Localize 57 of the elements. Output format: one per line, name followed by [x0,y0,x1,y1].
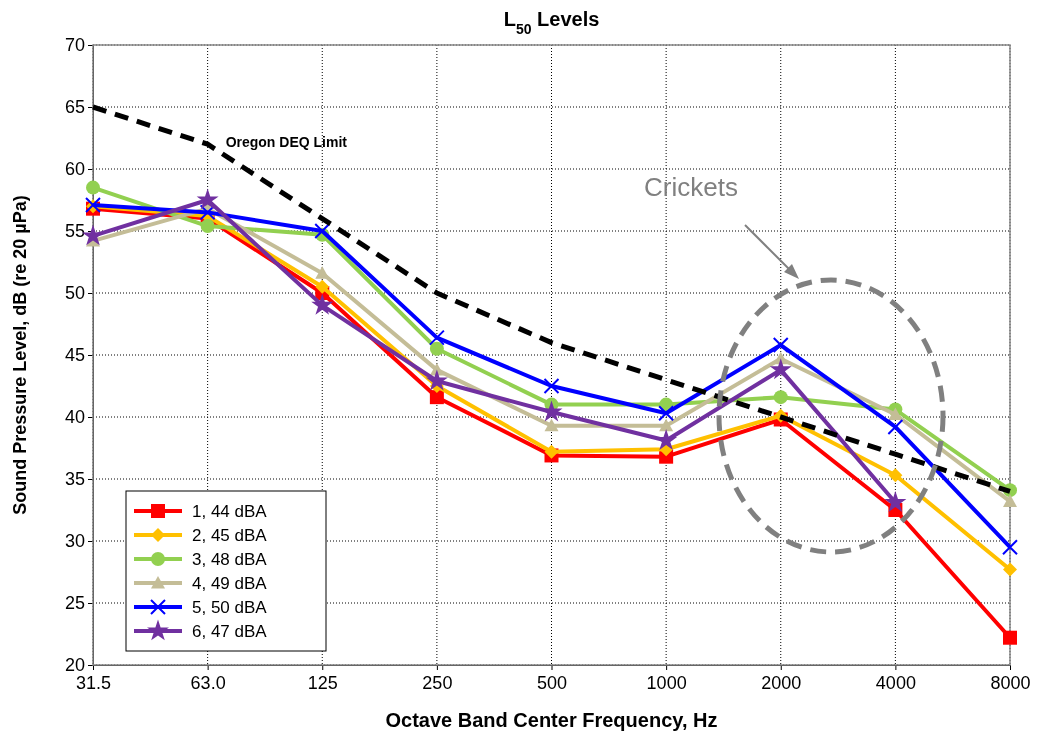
y-tick-label: 65 [64,97,85,118]
x-tick-label: 125 [307,673,338,694]
point [773,390,788,405]
y-tick-label: 60 [64,159,85,180]
point [544,444,559,459]
x-tick-label: 250 [422,673,453,694]
series-label: Oregon DEQ Limit [225,134,348,151]
point [425,369,448,391]
x-axis-title: Octave Band Center Frequency, Hz [385,709,718,731]
legend-label: 3, 48 dBA [192,550,268,569]
point [884,491,907,512]
y-tick-label: 40 [64,407,85,428]
x-tick-label: 31.5 [75,673,112,694]
point [200,219,215,234]
point [314,223,331,239]
point [543,378,560,394]
legend-label: 2, 45 dBA [192,526,268,545]
point [1003,494,1017,507]
x-tick-label: 4000 [875,673,916,694]
y-tick-label: 20 [64,655,85,676]
y-tick-label: 50 [64,283,85,304]
legend-label: 1, 44 dBA [192,502,268,521]
point [315,266,330,279]
y-tick-label: 55 [64,221,85,242]
point [1003,562,1017,577]
x-tick-label: 2000 [761,673,802,694]
x-tick-label: 500 [536,673,568,694]
point [772,337,789,354]
point [199,204,216,221]
point [429,341,444,356]
x-tick-label: 63.0 [190,673,226,694]
point [86,180,100,195]
point [315,279,330,294]
annotation: Crickets [644,172,738,202]
point [769,358,792,380]
legend-label: 5, 50 dBA [192,598,268,617]
chart-title: L$_{50}$ Levels [503,8,600,37]
y-axis-title: Sound Pressure Level, dB (re 20 µPa) [10,195,30,515]
point [888,468,903,483]
point [196,188,219,210]
point [659,418,674,432]
point [429,390,444,405]
point [544,418,559,432]
point [1002,539,1018,556]
point [428,329,445,346]
point [1003,630,1017,645]
y-tick-label: 45 [64,345,85,366]
point [311,293,334,315]
y-tick-label: 25 [64,593,85,614]
legend-label: 4, 49 dBA [192,574,268,593]
y-tick-label: 70 [64,35,85,56]
x-tick-label: 8000 [990,673,1031,694]
y-tick-label: 35 [64,469,85,490]
legend-label: 6, 47 dBA [192,622,268,641]
y-tick-label: 30 [64,531,85,552]
point [658,405,675,422]
x-tick-label: 1000 [646,673,687,694]
